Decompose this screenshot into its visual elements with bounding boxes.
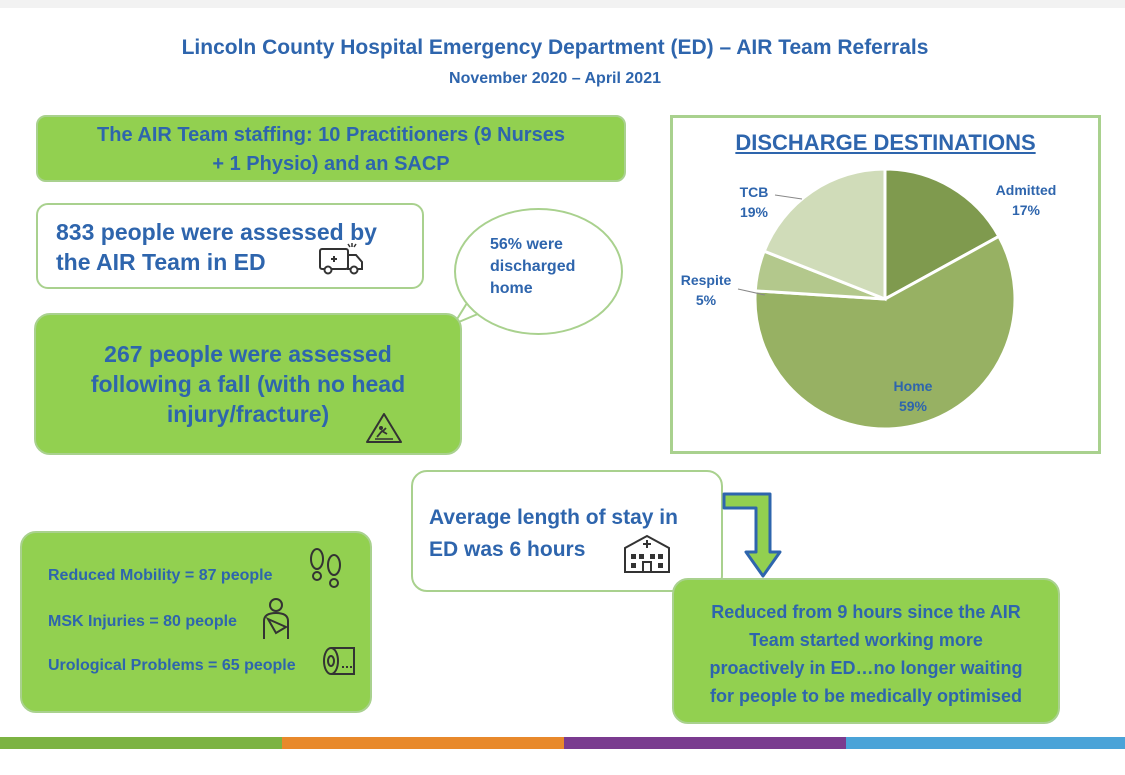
toilet-roll-icon bbox=[323, 647, 355, 675]
pie-label-tcb-name: TCB bbox=[739, 184, 769, 200]
staffing-line-1: The AIR Team staffing: 10 Practitioners … bbox=[97, 124, 565, 146]
condition-mobility-label: Reduced Mobility = 87 people bbox=[48, 567, 273, 584]
reduced-line-1: Reduced from 9 hours since the AIR bbox=[711, 602, 1021, 622]
condition-msk: MSK Injuries = 80 people bbox=[48, 613, 237, 631]
staffing-line-2: + 1 Physio) and an SACP bbox=[212, 153, 450, 175]
condition-urological: Urological Problems = 65 people bbox=[48, 657, 296, 675]
hospital-icon bbox=[624, 534, 670, 573]
bubble-line-3: home bbox=[490, 280, 533, 297]
page-subtitle: November 2020 – April 2021 bbox=[449, 70, 661, 87]
stay-box: Average length of stay in ED was 6 hours bbox=[411, 470, 723, 592]
pie-label-admitted-name: Admitted bbox=[995, 182, 1057, 198]
pie-label-respite: Respite 5% bbox=[674, 270, 738, 310]
page-title: Lincoln County Hospital Emergency Depart… bbox=[181, 36, 929, 59]
footer-bar-orange bbox=[282, 737, 564, 749]
pie-label-home-name: Home bbox=[893, 378, 933, 394]
down-arrow-icon bbox=[722, 492, 782, 578]
assessed-line-1: 833 people were assessed by bbox=[56, 219, 377, 245]
pie-label-respite-name: Respite bbox=[680, 272, 732, 288]
condition-urological-label: Urological Problems = 65 people bbox=[48, 657, 296, 674]
falls-line-1: 267 people were assessed bbox=[104, 341, 392, 367]
reduced-line-3: proactively in ED…no longer waiting bbox=[709, 658, 1023, 678]
footer-bar-blue bbox=[846, 737, 1125, 749]
falls-line-3: injury/fracture) bbox=[166, 401, 330, 427]
top-strip bbox=[0, 0, 1125, 8]
falls-line-2: following a fall (with no head bbox=[90, 371, 406, 397]
staffing-box: The AIR Team staffing: 10 Practitioners … bbox=[36, 115, 626, 182]
pie-slice-admitted bbox=[883, 167, 1001, 302]
bubble-line-2: discharged bbox=[490, 258, 576, 275]
reduced-line-4: for people to be medically optimised bbox=[709, 686, 1023, 706]
bubble-line-1: 56% were bbox=[490, 236, 563, 253]
ambulance-icon bbox=[319, 243, 363, 275]
fall-warning-icon bbox=[366, 413, 402, 443]
pie-label-admitted-value: 17% bbox=[1011, 202, 1041, 218]
assessed-line-2: the AIR Team in ED bbox=[56, 249, 266, 275]
pie-leader-line bbox=[737, 288, 766, 296]
speech-bubble bbox=[454, 208, 623, 335]
reduced-line-2: Team started working more bbox=[749, 630, 983, 650]
pie-leader-line bbox=[774, 194, 803, 200]
pie-label-respite-value: 5% bbox=[695, 292, 717, 308]
arm-sling-icon bbox=[263, 598, 289, 639]
pie-label-home: Home 59% bbox=[868, 376, 958, 416]
condition-msk-label: MSK Injuries = 80 people bbox=[48, 613, 237, 630]
falls-box: 267 people were assessed following a fal… bbox=[34, 313, 462, 455]
bubble-text: 56% were discharged home bbox=[490, 234, 600, 300]
stay-line-2: ED was 6 hours bbox=[429, 538, 586, 561]
pie-label-tcb: TCB 19% bbox=[724, 182, 784, 222]
condition-mobility: Reduced Mobility = 87 people bbox=[48, 567, 273, 585]
chart-title: DISCHARGE DESTINATIONS bbox=[735, 130, 1036, 155]
pie-label-tcb-value: 19% bbox=[739, 204, 769, 220]
assessed-box: 833 people were assessed by the AIR Team… bbox=[36, 203, 424, 289]
pie-label-admitted: Admitted 17% bbox=[984, 180, 1068, 220]
footprints-icon bbox=[310, 548, 341, 588]
discharge-pie-chart bbox=[737, 167, 1017, 431]
pie-slice-home bbox=[753, 234, 1017, 431]
pie-slice-tcb bbox=[762, 167, 887, 302]
footer-bar-purple bbox=[564, 737, 846, 749]
footer-bar-green bbox=[0, 737, 282, 749]
stay-line-1: Average length of stay in bbox=[429, 506, 678, 529]
pie-label-home-value: 59% bbox=[898, 398, 928, 414]
conditions-box: Reduced Mobility = 87 people MSK Injurie… bbox=[20, 531, 372, 713]
reduced-box: Reduced from 9 hours since the AIR Team … bbox=[672, 578, 1060, 724]
